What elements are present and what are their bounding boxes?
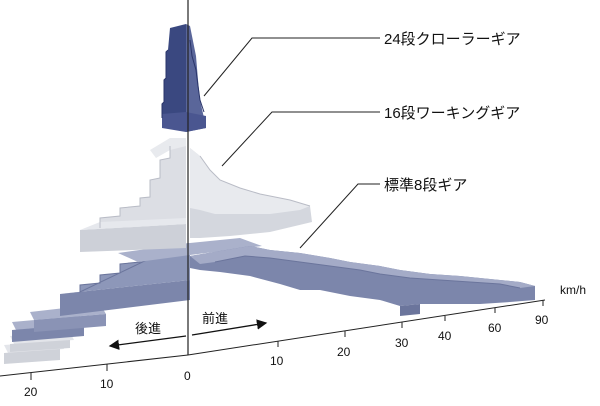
tick-30: 30 (395, 336, 409, 350)
axis-ticks (30, 300, 544, 380)
working-gear-steps (80, 138, 312, 252)
tick-40: 40 (438, 329, 452, 343)
reverse-label: 後進 (135, 321, 161, 336)
working-leader-line (221, 111, 380, 167)
tick-reverse-10: 10 (100, 377, 114, 391)
crawler-label: 24段クローラーギア (384, 31, 521, 48)
standard-leader-line (299, 183, 380, 249)
tick-90: 90 (535, 313, 549, 327)
standard-gear-steps (12, 238, 535, 342)
standard-label: 標準8段ギア (384, 177, 467, 194)
forward-label: 前進 (202, 311, 228, 326)
forward-arrow (191, 319, 268, 336)
tick-10: 10 (270, 354, 284, 368)
forward-axis-line (187, 299, 546, 356)
tick-0: 0 (184, 369, 191, 383)
crawler-gear-steps (161, 24, 206, 132)
reverse-axis-line (0, 354, 189, 377)
crawler-leader-line (203, 37, 380, 97)
reverse-arrow (108, 335, 187, 350)
working-label: 16段ワーキングギア (384, 105, 520, 122)
axis-unit: km/h (560, 283, 586, 297)
tick-20: 20 (337, 345, 351, 359)
tick-60: 60 (488, 321, 502, 335)
tick-reverse-20: 20 (24, 385, 38, 399)
